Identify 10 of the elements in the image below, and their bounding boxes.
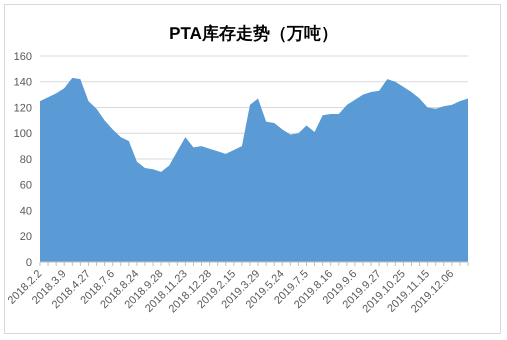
y-tick-label: 140 [14, 76, 32, 89]
y-tick-label: 40 [20, 205, 32, 218]
chart-title: PTA库存走势（万吨） [168, 23, 339, 45]
y-tick-label: 60 [20, 180, 32, 192]
y-tick-label: 20 [20, 231, 32, 244]
y-tick-label: 100 [14, 128, 32, 140]
y-tick-label: 0 [26, 256, 32, 269]
y-tick-label: 80 [20, 154, 32, 166]
y-tick-label: 160 [14, 50, 32, 63]
y-tick-label: 120 [14, 102, 32, 114]
